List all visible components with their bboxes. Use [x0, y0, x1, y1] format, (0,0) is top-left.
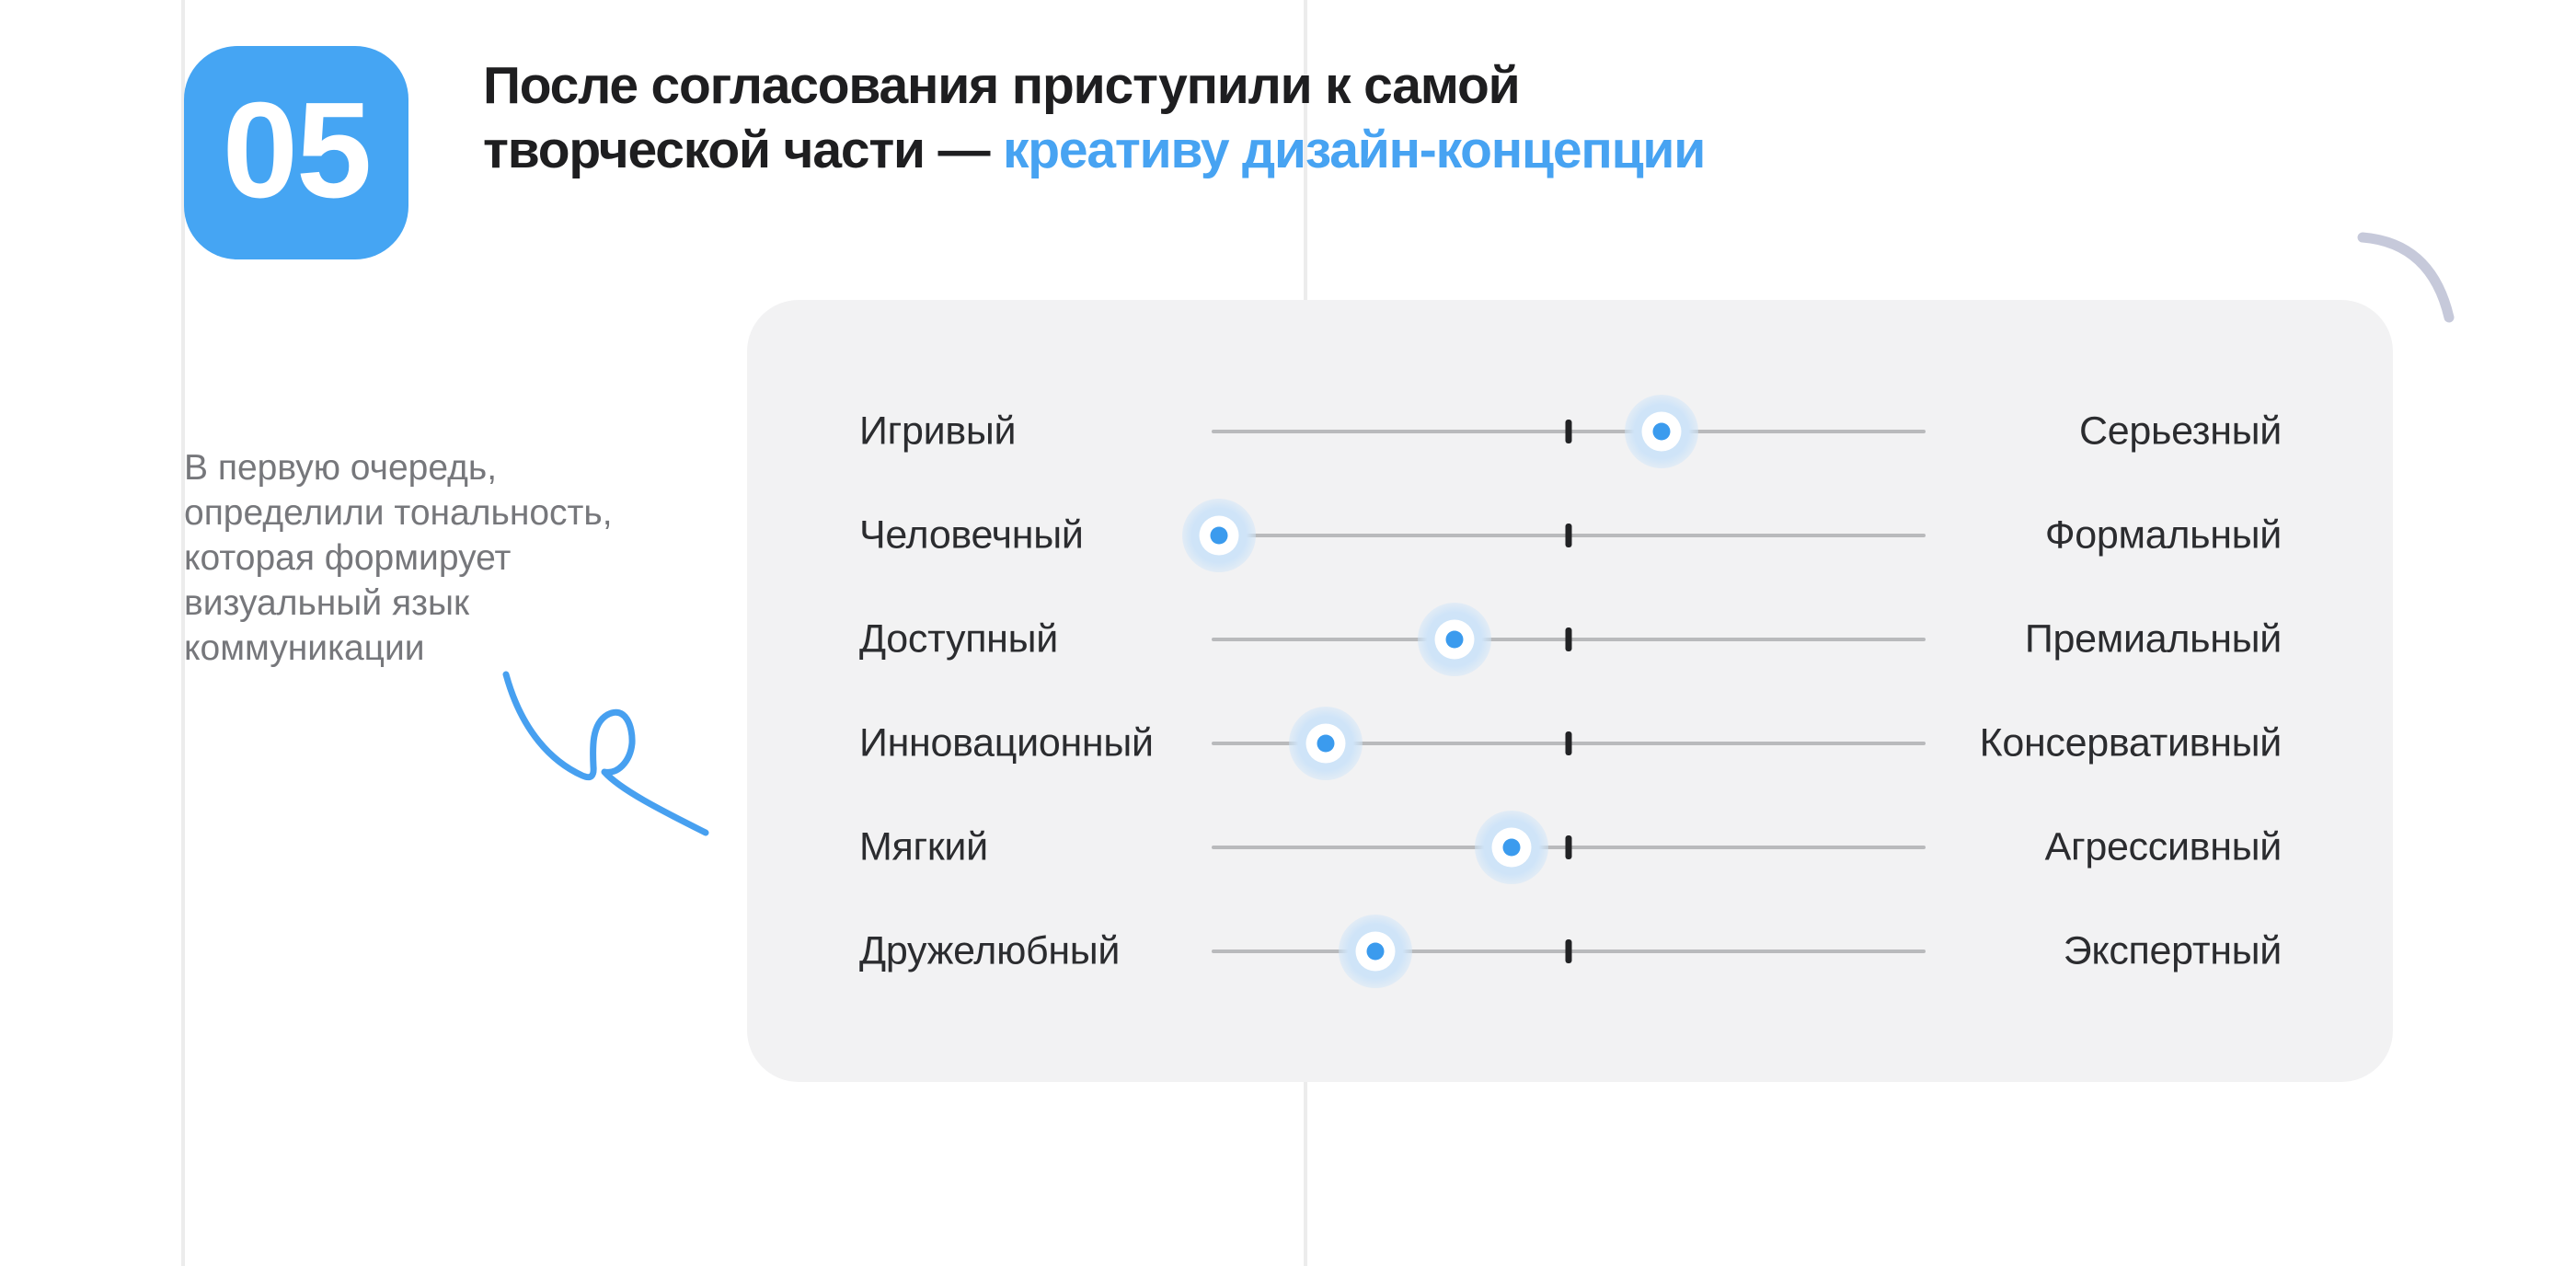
center-tick-icon	[1565, 835, 1572, 859]
title-line2: творческой части —	[483, 121, 1003, 179]
squiggle-icon	[502, 671, 709, 836]
thumb-dot-icon	[1502, 838, 1521, 857]
thumb-dot-icon	[1652, 422, 1671, 441]
thumb-dot-icon	[1445, 630, 1464, 649]
left-label: Доступный	[859, 616, 1058, 662]
tonality-card: Игривый Серьезный Человечный Формальный	[747, 300, 2393, 1082]
slider-thumb[interactable]	[1417, 603, 1491, 676]
center-tick-icon	[1565, 420, 1572, 443]
slider-track	[1212, 915, 1926, 988]
left-label: Игривый	[859, 409, 1017, 454]
left-label: Человечный	[859, 512, 1084, 558]
left-label: Дружелюбный	[859, 928, 1121, 973]
tonality-row: Доступный Премиальный	[747, 598, 2393, 681]
slider-thumb[interactable]	[1181, 499, 1256, 572]
left-label: Мягкий	[859, 824, 988, 869]
tonality-row: Мягкий Агрессивный	[747, 806, 2393, 889]
column-guide-left	[181, 0, 185, 1266]
slider-track	[1181, 499, 1926, 572]
step-number: 05	[222, 75, 373, 226]
center-tick-icon	[1565, 939, 1572, 963]
slider-track	[1212, 603, 1926, 676]
step-badge: 05	[184, 46, 408, 259]
thumb-dot-icon	[1317, 734, 1335, 753]
tonality-row: Человечный Формальный	[747, 494, 2393, 577]
title-accent: креативу дизайн-концепции	[1002, 121, 1706, 179]
thumb-dot-icon	[1210, 526, 1228, 545]
tonality-row: Инновационный Консервативный	[747, 702, 2393, 785]
side-note: В первую очередь, определили тональность…	[184, 448, 613, 668]
left-label: Инновационный	[859, 720, 1154, 765]
center-tick-icon	[1565, 731, 1572, 755]
page-title: После согласования приступили к самой тво…	[483, 53, 1706, 182]
right-label: Агрессивный	[2044, 824, 2283, 869]
tonality-row: Игривый Серьезный	[747, 390, 2393, 473]
slider-track	[1212, 811, 1926, 884]
right-label: Серьезный	[2079, 409, 2282, 454]
slider-track	[1212, 707, 1926, 780]
slider-thumb[interactable]	[1624, 395, 1698, 468]
slider-thumb[interactable]	[1339, 915, 1413, 988]
right-label: Экспертный	[2063, 928, 2283, 973]
center-tick-icon	[1565, 627, 1572, 651]
right-label: Консервативный	[1979, 720, 2283, 765]
right-label: Премиальный	[2024, 616, 2282, 662]
right-label: Формальный	[2044, 512, 2282, 558]
thumb-dot-icon	[1366, 942, 1385, 961]
slider-thumb[interactable]	[1289, 707, 1363, 780]
slider-thumb[interactable]	[1474, 811, 1548, 884]
center-tick-icon	[1565, 524, 1572, 547]
tonality-row: Дружелюбный Экспертный	[747, 910, 2393, 993]
title-line1: После согласования приступили к самой	[483, 56, 1521, 115]
slider-track	[1212, 395, 1926, 468]
